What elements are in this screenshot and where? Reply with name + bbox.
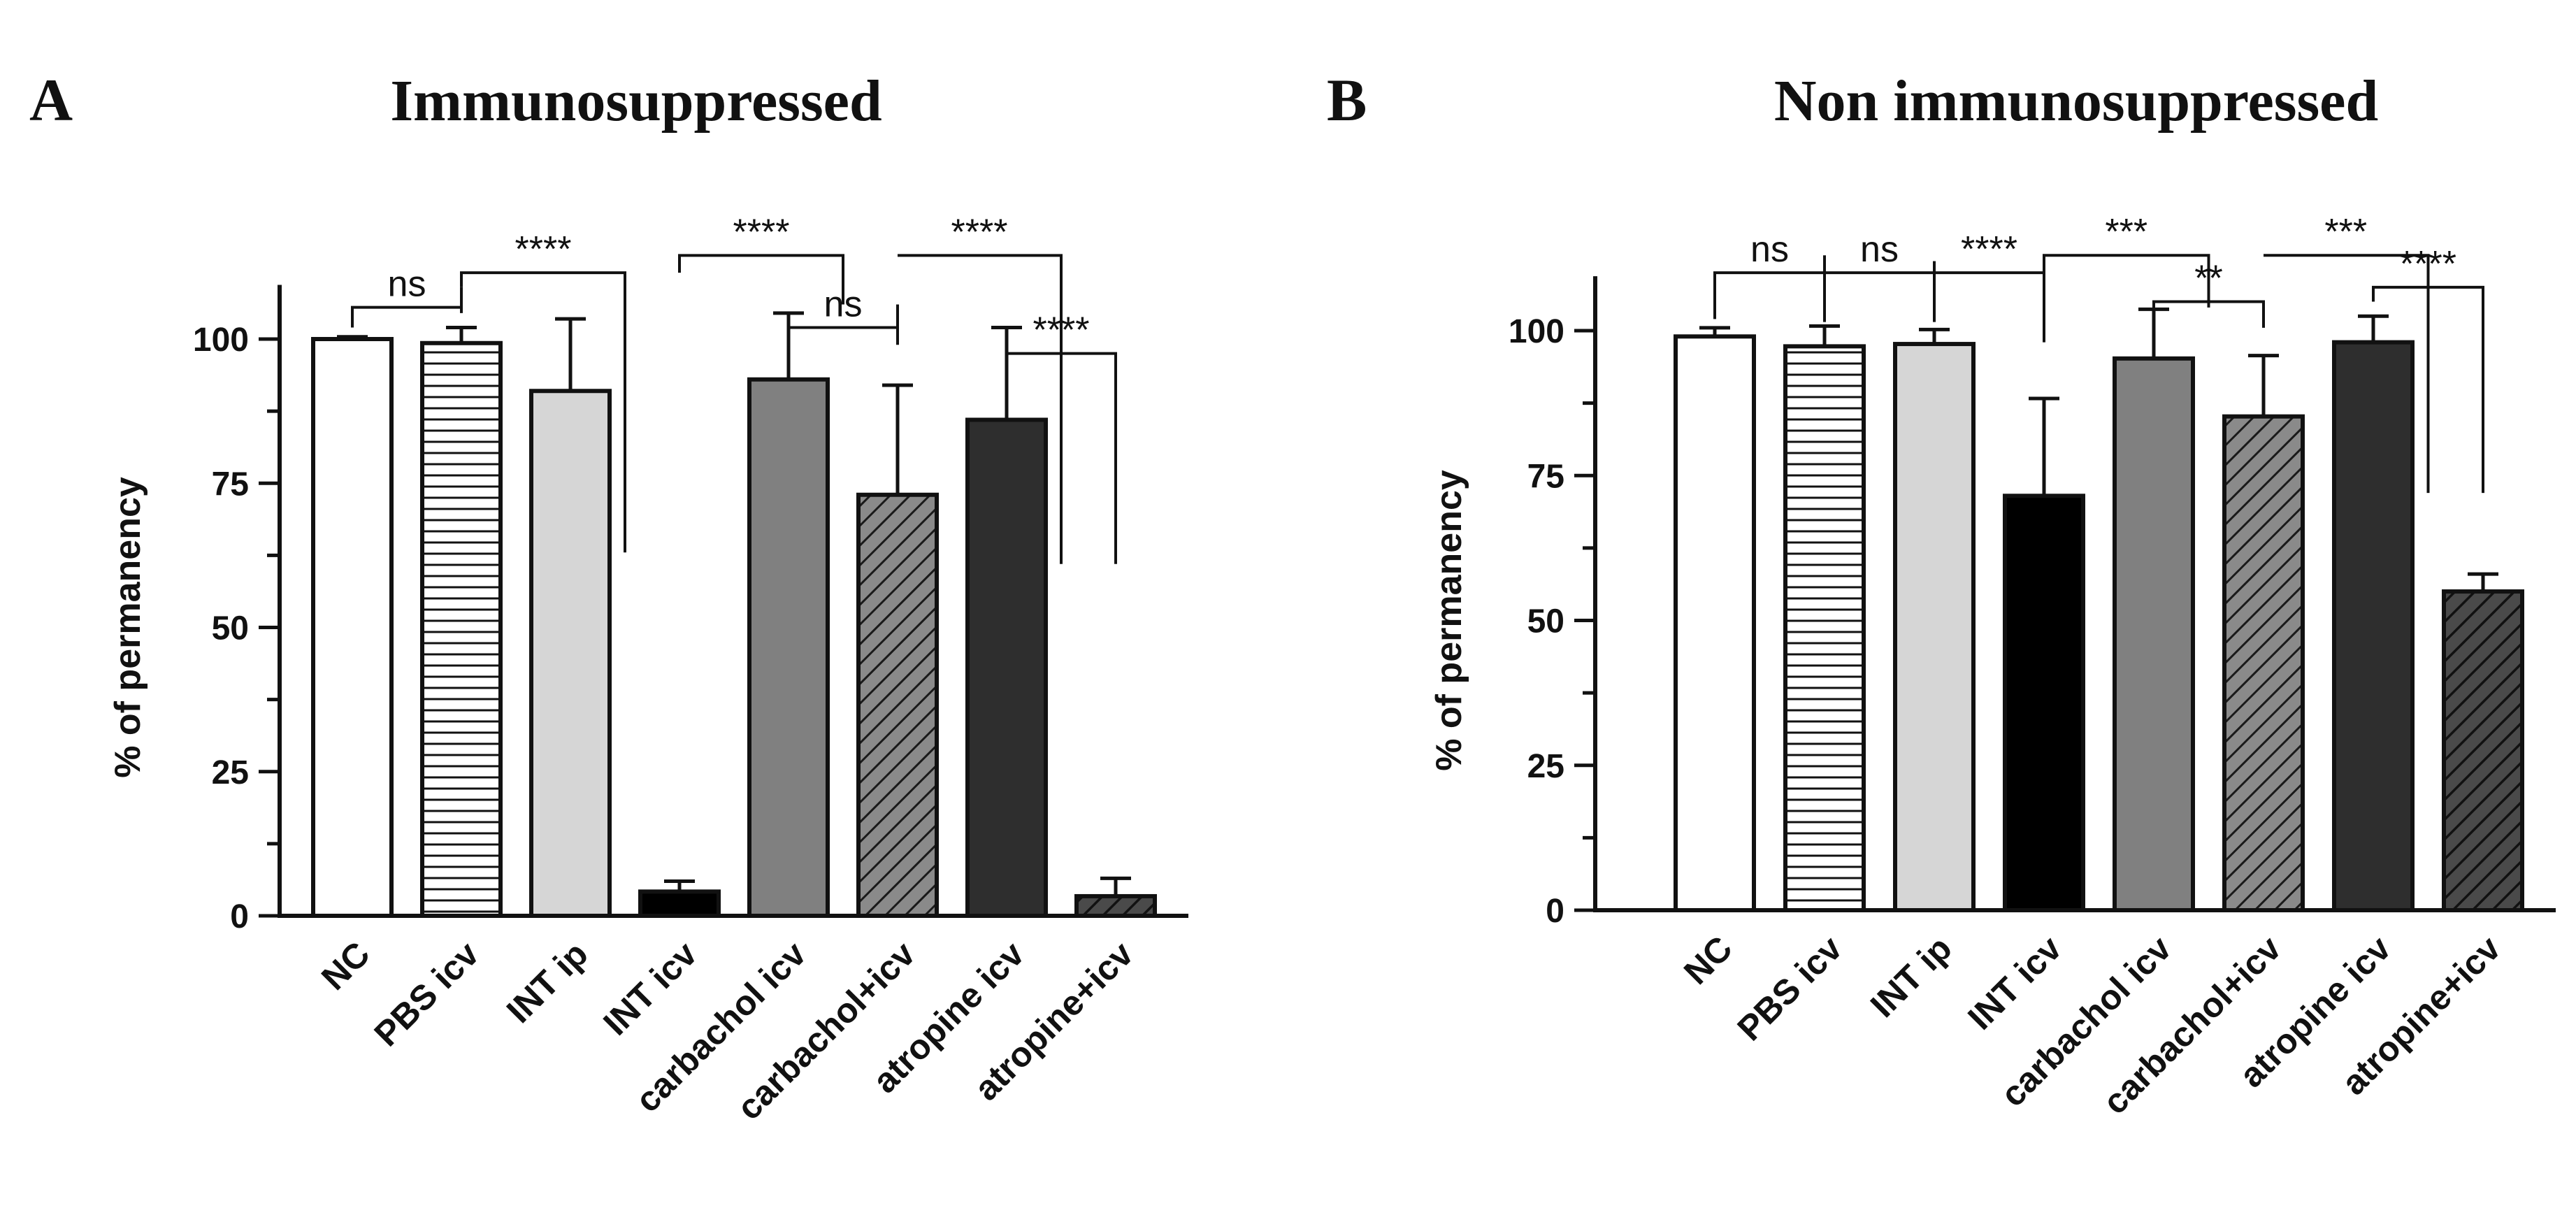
bracket-line [351,306,463,328]
x-tick-label: PBS icv [367,934,487,1054]
bracket-line [460,271,626,553]
significance-label: ns [1750,229,1789,270]
y-tick-label: 100 [193,322,249,359]
bracket-line [2372,285,2484,494]
bar-carbachol-icv [856,492,939,918]
bracket-line [678,254,844,305]
significance-annotation: ns [1713,229,1826,322]
y-tick-label: 0 [1546,893,1564,930]
panel-b-letter: B [1327,66,1367,134]
significance-annotation: *** [2264,212,2430,494]
y-tick-label: 100 [1509,313,1564,350]
bar-carbachol-icv [2222,414,2305,912]
bracket-line [1005,352,1117,564]
y-tick-label: 25 [212,754,249,791]
x-tick-label: NC [314,934,377,998]
bar-nc [1674,334,1756,913]
bracket-line [1713,271,1826,322]
significance-label: **** [1033,310,1090,351]
significance-label: ns [388,264,426,305]
bracket-line [1823,271,1936,322]
significance-annotation: ns [351,264,463,328]
significance-annotation: **** [460,229,626,553]
bar-atropine-icv [2332,340,2415,912]
y-axis-title: % of permanency [1429,470,1469,771]
bar-carbachol-icv [747,377,830,918]
x-tick-label: INT ip [1863,928,1959,1025]
significance-annotation: **** [2372,244,2484,494]
bracket-line [898,254,1063,564]
y-tick-label: 50 [1527,603,1564,640]
bar-int-icv [638,889,721,918]
bracket-line [2043,254,2210,308]
y-tick-label: 75 [1527,458,1564,495]
x-tick-label: INT icv [596,934,705,1043]
bar-pbs-icv [1783,344,1866,912]
y-tick-label: 25 [1527,748,1564,785]
x-tick-label: NC [1676,928,1740,992]
significance-annotation: ns [1823,229,1936,322]
x-tick-label: INT icv [1960,928,2069,1037]
significance-label: *** [2324,212,2367,252]
bar-int-icv [2003,494,2085,912]
bar-carbachol-icv [2113,356,2195,912]
significance-label: **** [951,212,1008,252]
y-tick-label: 50 [212,610,249,647]
panel-a-title: Immunosuppressed [390,69,882,134]
significance-label: **** [1961,229,2017,270]
x-tick-label: PBS icv [1730,928,1850,1048]
significance-label: **** [2400,244,2456,285]
significance-annotation: *** [2043,212,2210,308]
significance-annotation: **** [898,212,1063,564]
significance-label: *** [2105,212,2147,252]
bar-int-ip [529,389,612,918]
bracket-line [1933,271,2045,343]
significance-label: ns [824,285,863,325]
bar-atropine-icv [1074,893,1157,918]
bar-pbs-icv [420,340,503,918]
significance-annotation: **** [678,212,844,305]
y-tick-label: 75 [212,466,249,503]
bracket-line [2264,254,2430,494]
bracket-line [787,326,899,354]
significance-label: ns [1860,229,1899,270]
bar-nc [311,337,394,918]
bar-atropine-icv [2442,589,2524,912]
significance-label: ** [2194,259,2222,299]
x-tick-label: INT ip [499,934,596,1030]
significance-annotation: ns [787,285,899,354]
significance-annotation: **** [1933,229,2045,343]
significance-annotation: **** [1005,310,1117,564]
significance-label: **** [733,212,790,252]
y-axis-title: % of permanency [108,477,148,778]
panel-b-title: Non immunosuppressed [1774,69,2378,134]
significance-annotation: ** [2152,259,2265,328]
y-tick-label: 0 [230,898,249,935]
panel-a-letter: A [29,66,73,134]
bracket-line [2152,300,2265,328]
bar-atropine-icv [965,417,1048,918]
bar-int-ip [1893,342,1976,912]
significance-label: **** [515,229,572,270]
